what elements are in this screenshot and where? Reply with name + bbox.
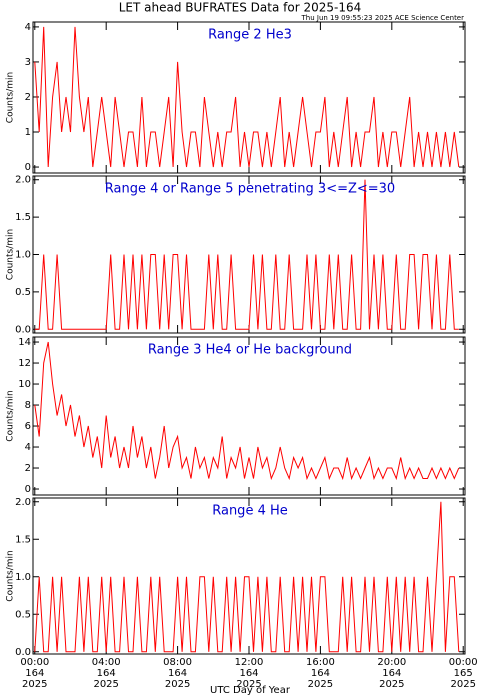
x-tick-label: 04:00 164 2025 bbox=[92, 657, 121, 690]
plot-frame bbox=[32, 336, 466, 496]
y-tick-label: 0 bbox=[25, 484, 31, 495]
x-tick-label: 12:00 164 2025 bbox=[235, 657, 264, 690]
data-line bbox=[34, 341, 460, 481]
y-tick-label: 0.5 bbox=[15, 609, 31, 620]
y-axis-title: Counts/min bbox=[6, 72, 16, 123]
y-tick-label: 0.0 bbox=[15, 647, 31, 658]
y-tick-label: 0 bbox=[25, 162, 31, 173]
x-axis-title: UTC Day of Year bbox=[210, 685, 291, 696]
y-axis-title: Counts/min bbox=[6, 229, 16, 280]
y-tick-label: 12 bbox=[18, 358, 31, 369]
x-tick-label: 00:00 164 2025 bbox=[20, 657, 49, 690]
y-tick-label: 1.5 bbox=[15, 534, 31, 545]
y-tick-label: 3 bbox=[25, 57, 31, 68]
y-tick-label: 0.5 bbox=[15, 287, 31, 298]
plot-frame bbox=[32, 21, 466, 174]
y-tick-label: 14 bbox=[18, 337, 31, 348]
x-tick-label: 16:00 164 2025 bbox=[306, 657, 335, 690]
chart-subtitle: Thu Jun 19 09:55:23 2025 ACE Science Cen… bbox=[301, 14, 465, 22]
panel-title: Range 4 or Range 5 penetrating 3<=Z<=30 bbox=[105, 182, 395, 197]
y-tick-label: 2 bbox=[25, 92, 31, 103]
y-tick-label: 1.0 bbox=[15, 250, 31, 261]
y-tick-label: 8 bbox=[25, 400, 31, 411]
panel-title: Range 3 He4 or He background bbox=[148, 343, 352, 358]
chart-title: LET ahead BUFRATES Data for 2025-164 bbox=[119, 1, 361, 15]
data-line bbox=[34, 501, 460, 653]
y-axis-title: Counts/min bbox=[6, 550, 16, 601]
y-tick-label: 4 bbox=[25, 442, 31, 453]
y-tick-label: 2.0 bbox=[15, 497, 31, 508]
x-tick-label: 08:00 164 2025 bbox=[163, 657, 192, 690]
y-tick-label: 2.0 bbox=[15, 175, 31, 186]
panel-title: Range 2 He3 bbox=[208, 28, 292, 43]
plot-frame bbox=[32, 175, 466, 334]
y-tick-label: 6 bbox=[25, 421, 31, 432]
panel-title: Range 4 He bbox=[212, 504, 288, 519]
y-tick-label: 4 bbox=[25, 22, 31, 33]
y-axis-title: Counts/min bbox=[6, 390, 16, 441]
y-tick-label: 2 bbox=[25, 463, 31, 474]
y-tick-label: 0.0 bbox=[15, 324, 31, 335]
x-tick-label: 20:00 164 2025 bbox=[377, 657, 406, 690]
data-line bbox=[34, 179, 459, 330]
y-tick-label: 10 bbox=[18, 379, 31, 390]
y-tick-label: 1.0 bbox=[15, 572, 31, 583]
x-tick-label: 00:00 165 2025 bbox=[449, 657, 478, 690]
y-tick-label: 1.5 bbox=[15, 212, 31, 223]
y-tick-label: 1 bbox=[25, 127, 31, 138]
data-line bbox=[34, 26, 460, 168]
plot-frame bbox=[32, 497, 466, 655]
